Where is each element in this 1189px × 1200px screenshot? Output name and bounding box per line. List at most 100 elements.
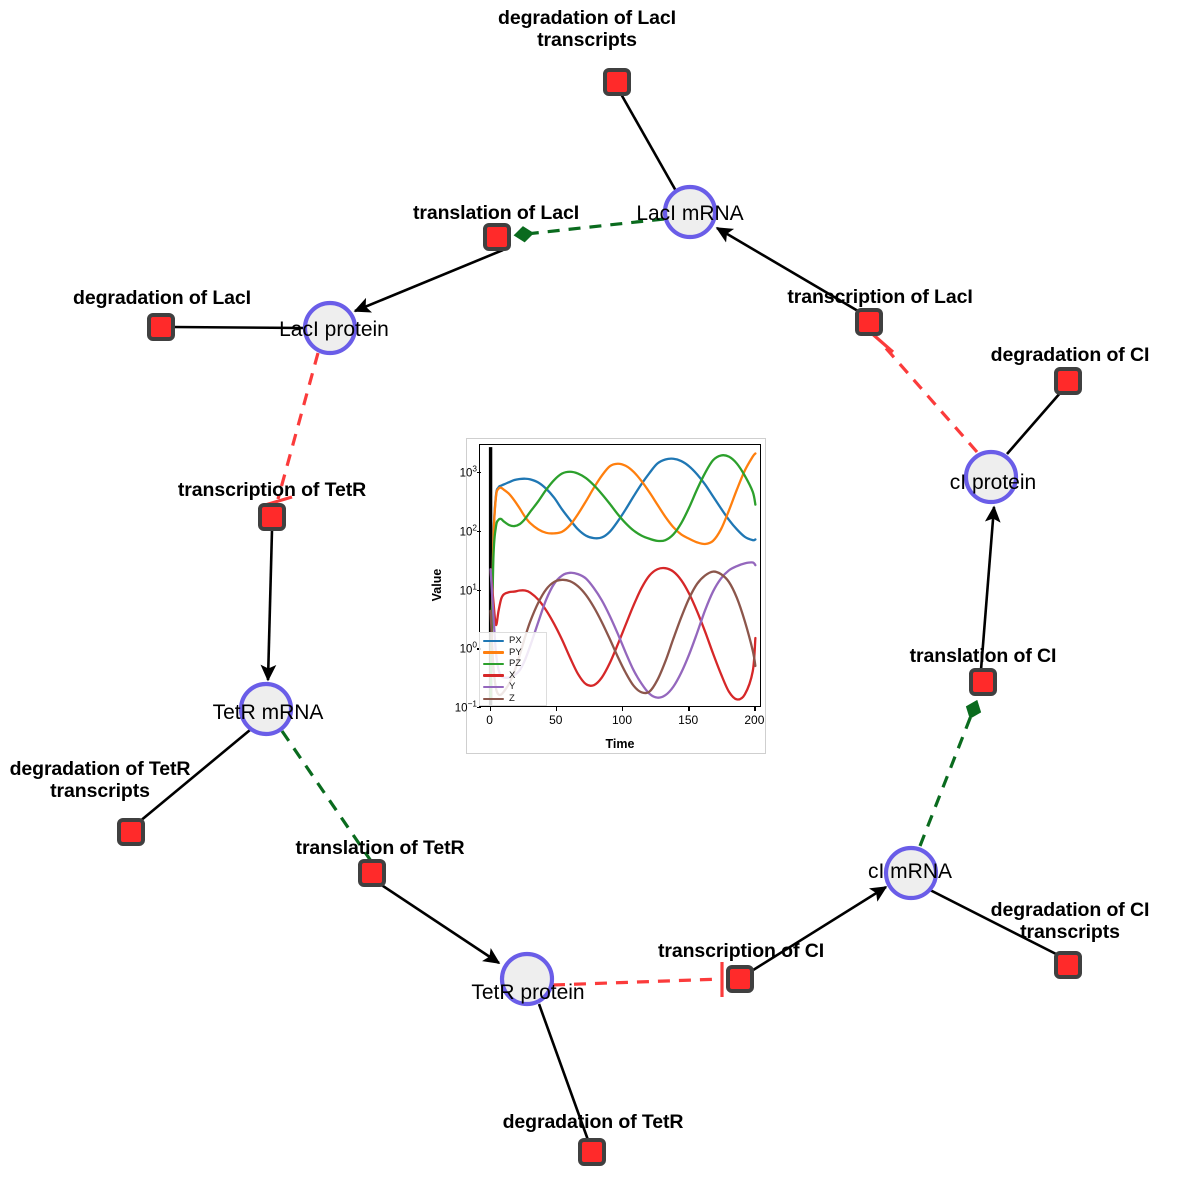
reaction-node-degradation-tetr[interactable] [578,1138,606,1166]
plot-series-canvas [488,447,757,706]
legend-label-py: PY [509,646,522,658]
edge-tetr-protein-to-transcription-ci [552,977,723,987]
reaction-label-translation-laci: translation of LacI [412,202,580,224]
species-node-laci-mrna[interactable] [662,184,718,240]
reaction-node-degradation-ci[interactable] [1054,367,1082,395]
legend-item-px: PX [483,635,543,647]
reaction-label-degradation-ci: degradation of CI [990,344,1150,366]
edge-laci-mrna-to-translation-laci [513,217,665,243]
x-tick-3: 150 [678,713,699,727]
species-node-tetr-protein[interactable] [499,951,555,1007]
edge-transcription-laci-to-laci-mrna [715,226,859,313]
x-tick-mark-3 [688,707,690,711]
label-line-1: degradation of TetR [9,758,191,780]
species-label-tetr-protein: TetR protein [471,981,585,1004]
edge-deg-ci-transcripts-to-ci-mrna [929,888,1061,958]
reaction-label-translation-tetr: translation of TetR [295,837,465,859]
legend-swatch-px [483,639,504,642]
edge-transcription-tetr-to-tetr-mrna [260,529,277,682]
reaction-label-degradation-tetr: degradation of TetR [502,1111,684,1133]
edge-deg-ci-to-ci-protein [1006,391,1062,455]
edge-translation-ci-to-ci-protein [979,505,1001,671]
x-tick-mark-0 [489,707,491,711]
plot-legend: PX PY PZ X Y Z [479,632,547,706]
y-tick-mark-2 [477,589,481,591]
y-tick-3: 102 [459,523,477,539]
label-line-1: degradation of LacI [498,7,676,29]
y-tick-0: 10−1 [454,699,477,715]
legend-item-z: Z [483,693,543,705]
x-tick-mark-4 [754,707,756,711]
species-label-laci-mrna: LacI mRNA [636,202,744,225]
x-axis-label: Time [605,737,635,751]
edge-deg-tetr-transcripts-to-tetr-mrna [138,728,251,824]
reaction-node-degradation-laci-transcripts[interactable] [603,68,631,96]
y-tick-mark-0 [477,707,481,709]
reaction-label-degradation-tetr-transcripts: degradation of TetR transcripts [0,758,225,803]
x-tick-mark-2 [621,707,624,711]
legend-swatch-x [483,674,504,677]
series-line-px [489,457,757,699]
reaction-label-transcription-tetr: transcription of TetR [177,479,367,501]
edge-translation-laci-to-laci-protein [353,248,504,313]
legend-label-pz: PZ [509,658,522,670]
reaction-node-transcription-laci[interactable] [855,308,883,336]
edge-laci-protein-to-transcription-tetr [276,352,320,500]
legend-swatch-y [483,685,504,689]
legend-swatch-z [483,697,504,700]
reaction-label-degradation-laci: degradation of LacI [73,287,251,309]
edge-deg-laci-transcripts-to-laci-mrna [619,93,678,192]
series-line-x [489,566,757,701]
reaction-label-transcription-laci: transcription of LacI [787,286,973,308]
x-tick-4: 200 [744,713,765,727]
legend-item-y: Y [483,681,543,693]
species-node-laci-protein[interactable] [302,300,358,356]
legend-label-y: Y [509,681,516,693]
reaction-node-translation-tetr[interactable] [358,859,386,887]
edge-transcription-ci-to-ci-mrna [749,885,888,974]
x-tick-1: 50 [549,713,563,727]
species-node-group [238,184,1019,1007]
reaction-label-degradation-ci-transcripts: degradation of CI transcripts [955,899,1185,944]
edge-group-plain [138,93,1062,1141]
species-label-ci-mrna: cI mRNA [868,860,952,883]
y-tick-mark-3 [477,530,481,533]
y-axis-label: Value [430,568,444,602]
edge-group-inhibit [276,344,979,987]
reaction-node-translation-ci[interactable] [969,668,997,696]
label-line-2: transcripts [537,28,637,51]
label-line-2: transcripts [50,779,150,802]
edge-tetr-mrna-to-translation-tetr [280,730,373,862]
y-tick-mark-4 [477,472,481,474]
species-node-ci-mrna[interactable] [883,845,939,901]
reaction-node-group [117,68,1082,1166]
edge-translation-tetr-to-tetr-protein [379,882,501,965]
series-line-pz [489,454,757,699]
legend-label-x: X [509,669,516,681]
reaction-node-transcription-tetr[interactable] [258,503,286,531]
legend-swatch-py [483,651,504,654]
reaction-node-transcription-ci[interactable] [726,965,754,993]
y-tick-4: 103 [459,464,477,480]
species-node-tetr-mrna[interactable] [238,681,294,737]
reaction-node-degradation-ci-transcripts[interactable] [1054,951,1082,979]
x-tick-0: 0 [486,713,493,727]
label-line-2: transcripts [1020,920,1120,943]
species-label-tetr-mrna: TetR mRNA [212,701,324,724]
x-tick-2: 100 [611,713,632,727]
legend-label-z: Z [509,693,515,705]
edge-deg-laci-to-laci-protein [172,325,306,330]
legend-item-py: PY [483,647,543,659]
reaction-node-translation-laci[interactable] [483,223,511,251]
legend-item-x: X [483,670,543,682]
edge-ci-protein-to-transcription-laci [882,344,979,454]
reaction-node-degradation-laci[interactable] [147,313,175,341]
species-node-ci-protein[interactable] [963,449,1019,505]
edge-group-produce [280,217,982,862]
y-axis-ticklabels: 10−1 100 101 102 103 [455,438,481,758]
y-tick-2: 101 [459,582,477,597]
legend-label-px: PX [509,635,522,647]
reaction-node-degradation-tetr-transcripts[interactable] [117,818,145,846]
